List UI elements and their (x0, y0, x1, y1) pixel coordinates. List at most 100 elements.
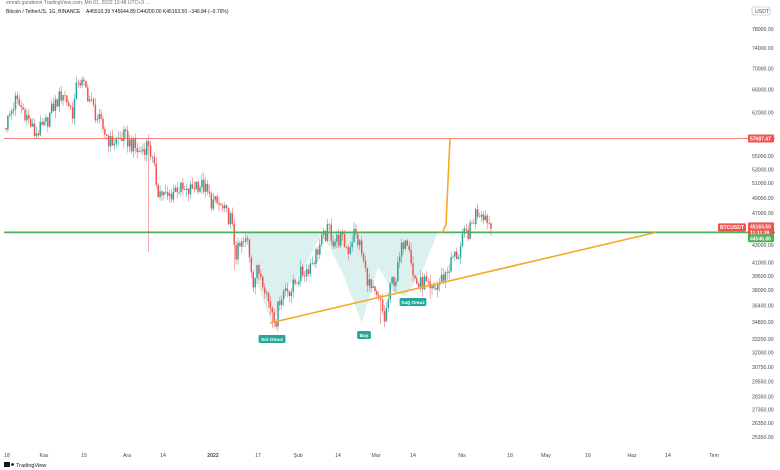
candle (286, 282, 289, 298)
candle (279, 296, 281, 311)
price-tick-7: 53000.00 (752, 167, 774, 173)
candle (290, 288, 293, 304)
candle (199, 184, 201, 193)
price-tick-6: 55000.00 (752, 154, 774, 160)
candle (305, 264, 308, 283)
price-tick-12: 43000.00 (752, 243, 774, 249)
candle (452, 254, 454, 259)
candle (265, 290, 268, 298)
candle (385, 302, 388, 322)
time-tick-3: Ara (123, 453, 131, 459)
candle (33, 118, 36, 138)
candle (14, 91, 17, 116)
candle (320, 231, 323, 248)
candle (271, 305, 274, 329)
candle (463, 225, 466, 238)
currency-badge[interactable] (751, 6, 771, 16)
candle (252, 269, 254, 292)
candle (243, 237, 245, 248)
candle (300, 259, 302, 287)
time-tick-14: 16 (585, 453, 591, 459)
candle (214, 195, 216, 204)
candle (197, 179, 199, 195)
candle (488, 216, 490, 226)
price-tick-9: 49000.00 (752, 196, 774, 202)
candle (448, 264, 450, 280)
candle (467, 225, 469, 242)
candle (229, 210, 232, 229)
candle (294, 278, 296, 286)
time-tick-7: Şub (293, 453, 302, 459)
candle (29, 117, 32, 128)
time-tick-1: Kas (40, 453, 49, 459)
candle (203, 172, 205, 195)
candle (309, 258, 312, 277)
time-tick-2: 15 (81, 453, 87, 459)
price-tick-4: 62000.00 (752, 110, 774, 116)
candle (26, 108, 28, 126)
candle (18, 94, 21, 107)
window-title: emrah.gundemir TradingView.com, Mrt 01, … (6, 0, 149, 6)
candle (140, 146, 142, 154)
candle (208, 184, 211, 198)
candle (476, 203, 479, 219)
candle (41, 118, 43, 126)
candle (83, 76, 85, 87)
candle (153, 152, 156, 167)
pattern-label-1: Baş (357, 331, 371, 339)
candle (75, 76, 78, 100)
candle (92, 97, 95, 108)
last-price-tag (748, 222, 774, 237)
candle (313, 260, 315, 267)
price-tick-18: 33200.00 (752, 337, 774, 343)
candle (398, 252, 401, 269)
candle (159, 185, 161, 201)
candle (185, 184, 188, 197)
price-tick-0: 78000.00 (752, 27, 774, 33)
candle (288, 290, 291, 303)
pattern-label-text: Sağ Omuz (401, 300, 425, 306)
candle (328, 223, 331, 231)
price-tick-3: 66000.00 (752, 88, 774, 94)
candle (144, 142, 146, 161)
candle (281, 295, 283, 310)
candle (263, 283, 266, 299)
candle (372, 280, 374, 289)
candle (9, 111, 11, 118)
time-tick-13: May (541, 453, 551, 459)
candle (284, 283, 287, 297)
candle (292, 275, 294, 298)
candle (359, 239, 361, 251)
candle (340, 230, 342, 249)
candle (52, 97, 55, 112)
candle (433, 281, 435, 290)
candle (35, 126, 38, 140)
candle (376, 289, 378, 298)
candle (277, 301, 279, 332)
candle (223, 202, 226, 212)
time-axis[interactable]: 18 Kas 15 Ara 14 2022 17 Şub 14 Mar 14 Nis 18 May 16 Ha… (4, 453, 719, 459)
candle (66, 95, 68, 107)
last-price-tag-value: 45163.50 (750, 224, 771, 230)
candle (96, 114, 99, 124)
candle (5, 127, 7, 132)
candle (125, 127, 127, 139)
candle (360, 235, 363, 257)
candle (480, 211, 483, 223)
time-tick-5: 2022 (207, 453, 219, 459)
ascending-trendline[interactable] (269, 231, 657, 324)
target-projection-line[interactable] (441, 138, 451, 234)
candle (222, 203, 224, 213)
candle (237, 237, 239, 265)
candle (490, 222, 492, 236)
candle (174, 185, 177, 193)
candle (341, 228, 344, 241)
pattern-label-0: Sol Omuz (258, 335, 286, 343)
price-tick-16: 36400.00 (752, 304, 774, 310)
price-tick-2: 70000.00 (752, 66, 774, 72)
price-tick-17: 34800.00 (752, 320, 774, 326)
candle (176, 182, 178, 199)
candle (256, 264, 258, 285)
